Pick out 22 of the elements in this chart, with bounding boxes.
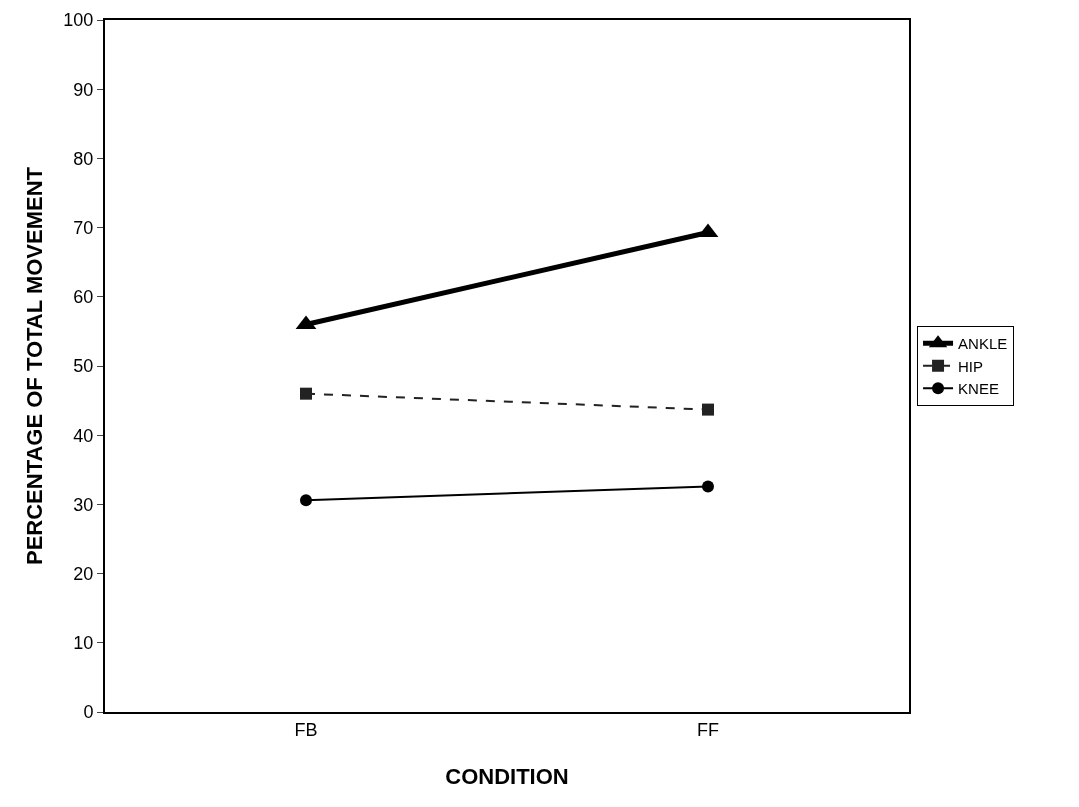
y-tick-label: 10 <box>73 633 94 654</box>
y-tick-label: 20 <box>73 563 94 584</box>
point <box>702 480 714 493</box>
point <box>702 403 714 416</box>
legend-label: ANKLE <box>958 335 1008 353</box>
x-tick-label: FB <box>294 719 318 740</box>
x-tick-label: FF <box>697 719 719 740</box>
y-tick-label: 70 <box>73 217 94 238</box>
y-tick-label: 50 <box>73 356 94 377</box>
y-tick-label: 100 <box>63 10 94 31</box>
y-tick-label: 40 <box>73 425 94 446</box>
y-axis-title: PERCENTAGE OF TOTAL MOVEMENT <box>21 166 47 566</box>
y-tick-label: 30 <box>73 494 94 515</box>
y-tick-label: 0 <box>83 702 94 723</box>
x-axis-title: CONDITION <box>445 764 569 789</box>
point <box>300 494 312 507</box>
y-tick-label: 80 <box>73 148 94 169</box>
y-tick-label: 60 <box>73 287 94 308</box>
point <box>300 387 312 400</box>
legend-label: KNEE <box>958 380 999 398</box>
legend-label: HIP <box>958 357 984 375</box>
y-tick-label: 90 <box>73 79 94 100</box>
